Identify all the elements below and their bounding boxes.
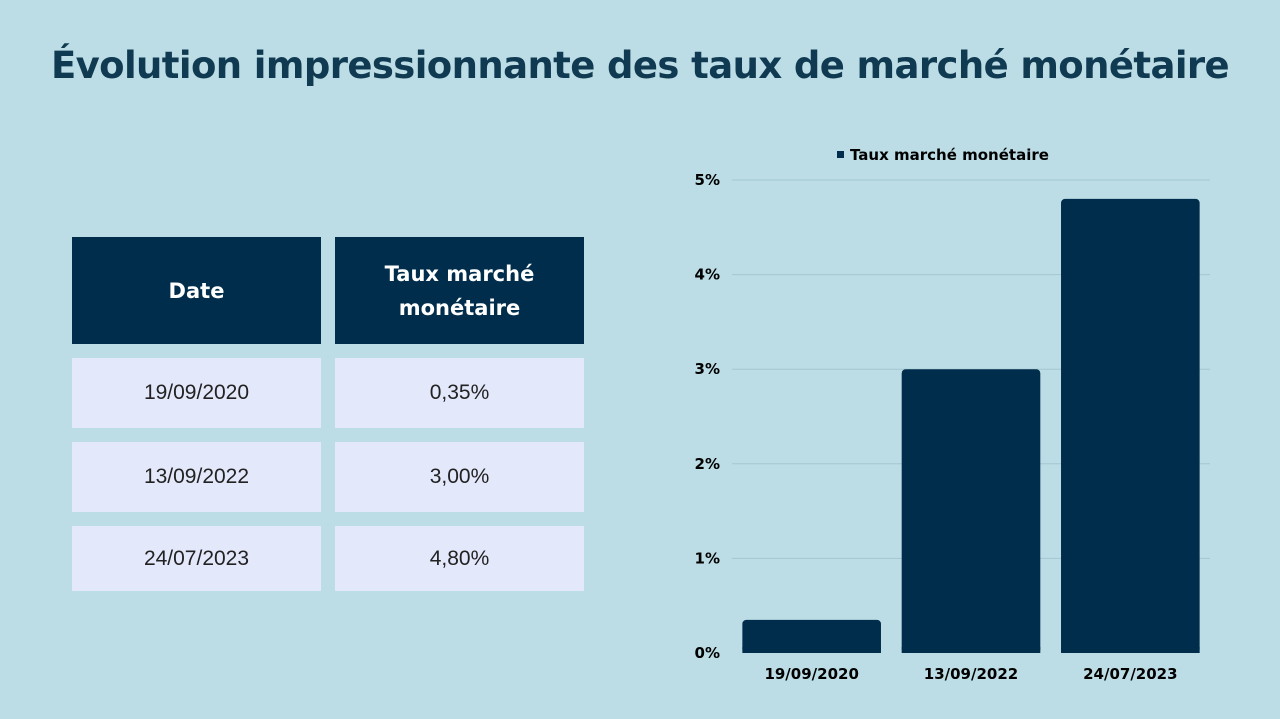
y-tick-label: 2% [695, 455, 720, 473]
bar [742, 619, 881, 653]
legend-swatch [837, 151, 844, 158]
table-cell-rate: 3,00% [335, 442, 584, 512]
bar [901, 369, 1041, 653]
bar-base [742, 647, 881, 653]
y-tick-label: 1% [695, 549, 720, 567]
table-cell-rate: 4,80% [335, 526, 584, 591]
legend-label: Taux marché monétaire [850, 146, 1049, 164]
chart-legend: Taux marché monétaire [837, 146, 1049, 164]
table-header-rate: Taux marché monétaire [335, 237, 584, 344]
bar-base [1061, 647, 1200, 653]
table-cell-date: 24/07/2023 [72, 526, 321, 591]
y-tick-label: 0% [695, 644, 720, 662]
bar-chart: Taux marché monétaire 0% 1% 2% 3% 4% 5% 19/09… [695, 146, 1210, 683]
x-tick-label: 13/09/2022 [924, 665, 1018, 683]
page-title: Évolution impressionnante des taux de ma… [50, 44, 1230, 87]
bar-base [901, 647, 1041, 653]
table-cell-rate: 0,35% [335, 358, 584, 428]
y-tick-label: 4% [695, 266, 720, 284]
x-tick-label: 24/07/2023 [1083, 665, 1177, 683]
y-tick-label: 5% [695, 171, 720, 189]
table-cell-date: 13/09/2022 [72, 442, 321, 512]
table-cell-date: 19/09/2020 [72, 358, 321, 428]
bar [1061, 198, 1200, 654]
x-tick-label: 19/09/2020 [764, 665, 858, 683]
y-tick-label: 3% [695, 360, 720, 378]
table-header-date: Date [72, 237, 321, 344]
